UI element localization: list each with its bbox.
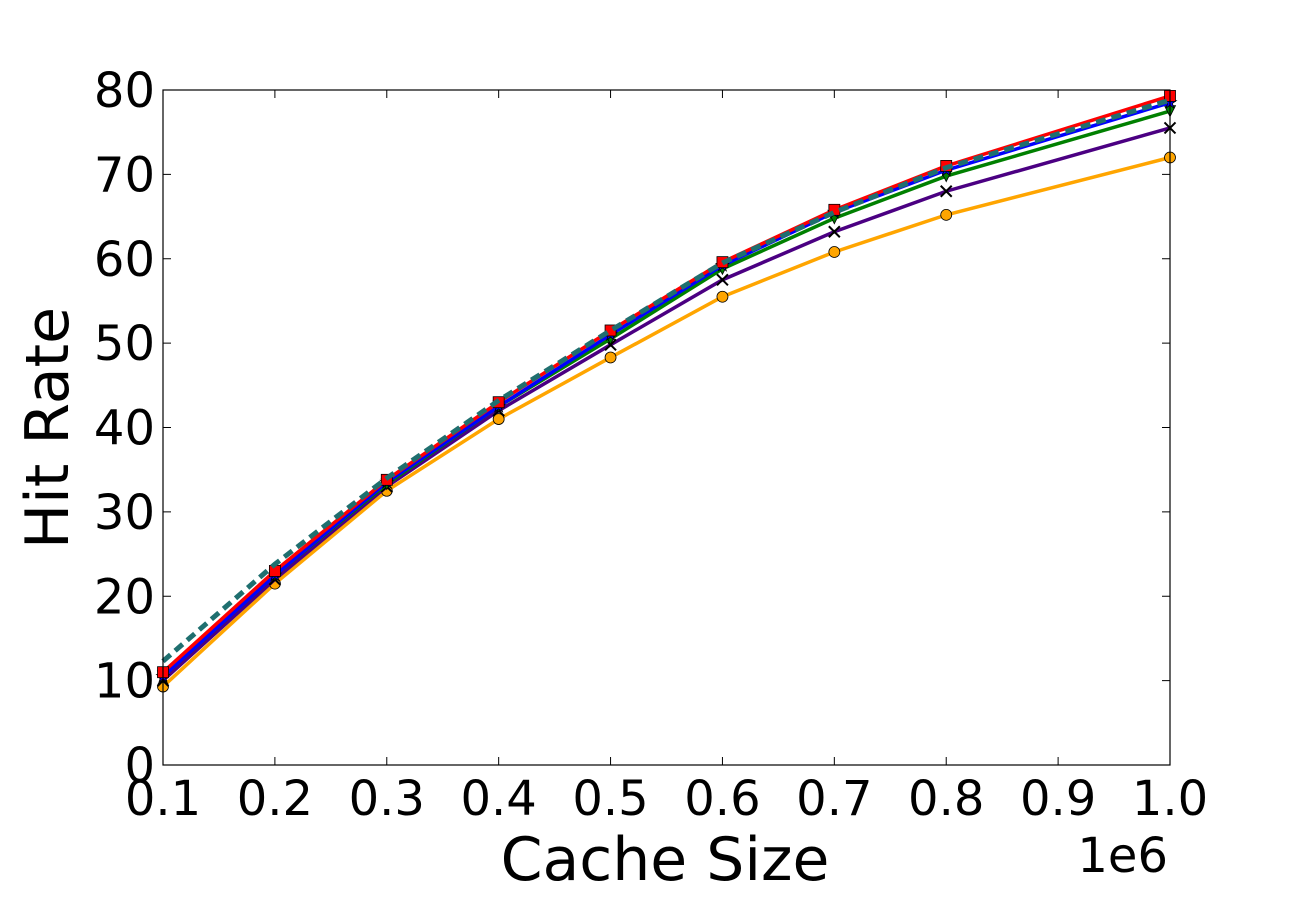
x-tick-label: 0.1 [125,771,201,827]
x-tick-label: 0.6 [684,771,760,827]
plot-frame [162,89,1171,766]
series-line [161,97,1171,664]
point [828,246,841,258]
point [492,413,505,425]
y-tick-label: 70 [94,147,155,203]
point [716,273,729,287]
point [604,351,617,364]
y-tick-label: 60 [94,232,155,288]
point [716,290,729,303]
y-tick-label: 20 [94,569,155,625]
point [940,208,953,221]
y-tick-label: 40 [94,401,155,457]
x-tick-label: 0.8 [908,771,984,827]
y-tick-label: 10 [94,654,155,710]
x-tick-label: 0.9 [1020,771,1096,827]
point [940,185,953,198]
x-tick-label: 0.4 [460,771,536,827]
y-tick-label: 0 [124,738,155,794]
y-tick-label: 80 [94,63,155,119]
x-offset-label: 1e6 [1077,828,1168,884]
x-axis-label: Cache Size [501,825,830,895]
x-tick-label: 0.7 [796,771,872,827]
y-axis-label: Hit Rate [13,307,83,549]
x-tick-label: 0.2 [237,771,313,827]
x-tick-label: 1.0 [1132,771,1208,827]
x-tick-label: 0.5 [572,771,648,827]
x-tick-label: 0.3 [349,771,425,827]
y-tick-label: 50 [94,316,155,372]
y-tick-label: 30 [94,485,155,541]
point [604,324,617,337]
point [828,225,841,238]
